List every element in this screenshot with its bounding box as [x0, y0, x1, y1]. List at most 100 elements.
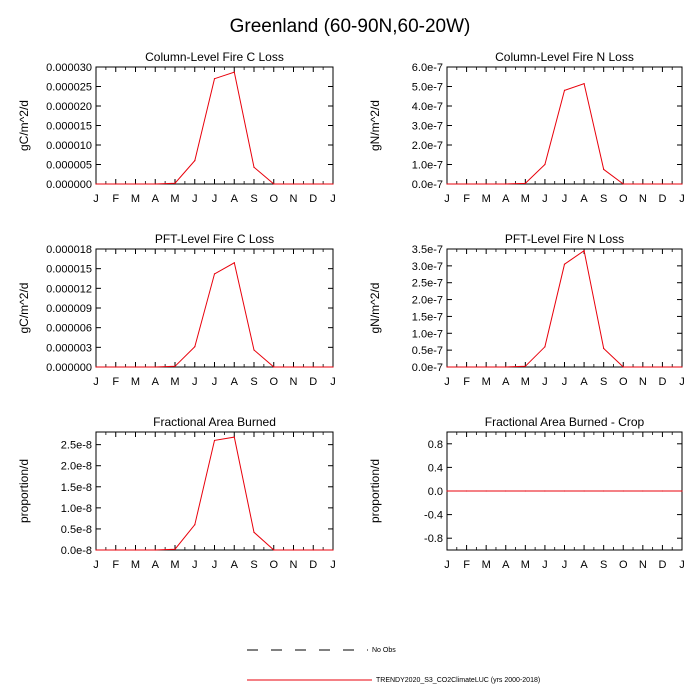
- data-point: [622, 183, 624, 185]
- data-point: [661, 183, 664, 185]
- y-tick-label: 0.000009: [46, 303, 92, 315]
- x-tick-label: O: [619, 559, 628, 571]
- data-point: [563, 490, 566, 492]
- y-tick-label: 6.0e-7: [412, 62, 443, 74]
- x-tick-label: A: [580, 559, 588, 571]
- series-line-1: [447, 249, 682, 368]
- y-axis-label: gC/m^2/d: [17, 100, 31, 151]
- x-tick-label: J: [93, 376, 99, 388]
- data-point: [681, 366, 683, 368]
- series-line-1: [96, 262, 333, 368]
- data-point: [253, 531, 255, 533]
- y-tick-label: 0.000018: [46, 244, 92, 256]
- x-tick-label: J: [192, 193, 198, 205]
- data-point: [485, 490, 487, 492]
- y-tick-label: 0.5e-8: [61, 524, 92, 536]
- x-tick-label: J: [679, 376, 685, 388]
- x-tick-label: F: [463, 193, 470, 205]
- data-point: [194, 524, 196, 526]
- y-tick-label: 2.0e-7: [412, 295, 443, 307]
- x-tick-label: S: [250, 559, 257, 571]
- panel-title: PFT-Level Fire N Loss: [505, 232, 624, 246]
- chart-panel-6: J F M A M J J A S O N D J-0.8-0.40.00.40.8Fractional…: [368, 415, 685, 571]
- data-point: [253, 349, 255, 351]
- data-point: [174, 365, 176, 367]
- x-tick-label: J: [192, 376, 198, 388]
- data-point: [233, 262, 235, 264]
- data-point: [524, 182, 526, 185]
- data-point: [681, 490, 683, 492]
- data-point: [154, 183, 156, 185]
- x-tick-label: J: [679, 193, 685, 205]
- x-tick-label: M: [521, 559, 530, 571]
- figure-title: Greenland (60-90N,60-20W): [229, 16, 471, 37]
- data-point: [174, 182, 176, 184]
- x-tick-label: M: [521, 193, 530, 205]
- x-tick-label: N: [290, 376, 298, 388]
- data-point: [253, 166, 255, 168]
- x-tick-label: J: [330, 376, 336, 388]
- data-point: [446, 366, 448, 368]
- data-point: [661, 366, 664, 368]
- data-point: [583, 82, 585, 85]
- data-point: [154, 366, 156, 368]
- x-tick-label: M: [482, 559, 491, 571]
- y-axis-label: gC/m^2/d: [17, 283, 31, 334]
- x-tick-label: J: [444, 193, 450, 205]
- data-point: [583, 250, 585, 252]
- y-tick-label: 0.000010: [46, 140, 92, 152]
- x-tick-label: J: [93, 559, 99, 571]
- data-point: [465, 490, 468, 492]
- legend-label-trendy: TRENDY2020_S3_CO2ClimateLUC (yrs 2000-20…: [376, 677, 540, 684]
- legend-label-no-obs: No Obs: [372, 647, 396, 654]
- y-tick-label: 0.8: [428, 439, 443, 451]
- x-tick-label: A: [502, 559, 510, 571]
- x-tick-label: M: [482, 193, 491, 205]
- x-tick-label: F: [463, 559, 470, 571]
- data-point: [233, 71, 235, 73]
- panel-title: PFT-Level Fire C Loss: [155, 232, 274, 246]
- x-tick-label: A: [231, 193, 239, 205]
- data-point: [544, 490, 546, 492]
- y-tick-label: 1.0e-7: [412, 328, 443, 340]
- x-tick-label: A: [502, 193, 510, 205]
- x-tick-label: J: [212, 559, 218, 571]
- x-tick-label: M: [131, 376, 140, 388]
- y-tick-label: 2.0e-7: [412, 140, 443, 152]
- data-point: [273, 366, 275, 368]
- data-point: [134, 366, 137, 368]
- x-tick-label: J: [542, 193, 548, 205]
- x-tick-label: A: [152, 559, 160, 571]
- x-tick-label: A: [152, 193, 160, 205]
- y-tick-label: 2.5e-8: [61, 440, 92, 452]
- x-tick-label: D: [309, 559, 317, 571]
- panel-title: Fractional Area Burned - Crop: [485, 415, 645, 429]
- x-tick-label: A: [502, 376, 510, 388]
- data-point: [115, 549, 117, 551]
- y-axis-label: proportion/d: [17, 459, 31, 523]
- data-point: [642, 366, 644, 368]
- y-axis-label: gN/m^2/d: [368, 100, 382, 151]
- y-tick-label: 0.000000: [46, 179, 92, 191]
- data-point: [681, 183, 683, 185]
- y-tick-label: 0.0: [428, 486, 443, 498]
- x-tick-label: J: [93, 193, 99, 205]
- x-tick-label: N: [639, 193, 647, 205]
- data-point: [465, 366, 468, 368]
- x-tick-label: J: [562, 376, 568, 388]
- y-tick-label: 1.5e-8: [61, 482, 92, 494]
- data-point: [583, 490, 585, 492]
- data-point: [213, 439, 216, 442]
- data-point: [312, 366, 314, 368]
- y-tick-label: 0.000015: [46, 121, 92, 133]
- y-tick-label: 0.000003: [46, 342, 92, 354]
- data-point: [603, 347, 605, 350]
- data-point: [332, 183, 334, 185]
- y-tick-label: 0.000000: [46, 362, 92, 374]
- series-line-1: [96, 436, 333, 551]
- y-tick-label: 3.5e-7: [412, 244, 443, 256]
- x-tick-label: N: [639, 376, 647, 388]
- y-tick-label: 0.000012: [46, 283, 92, 295]
- x-tick-label: O: [269, 376, 278, 388]
